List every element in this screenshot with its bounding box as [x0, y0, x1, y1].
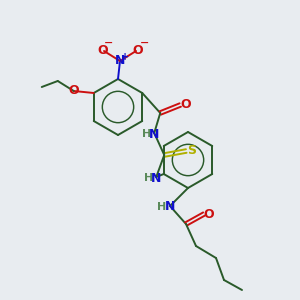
Text: H: H — [158, 202, 166, 212]
Text: H: H — [144, 173, 153, 183]
Text: N: N — [115, 55, 125, 68]
Text: O: O — [204, 208, 214, 220]
Text: N: N — [149, 128, 159, 140]
Text: O: O — [98, 44, 108, 56]
Text: O: O — [133, 44, 143, 56]
Text: +: + — [121, 52, 129, 62]
Text: N: N — [165, 200, 175, 214]
Text: S: S — [187, 145, 196, 158]
Text: O: O — [180, 98, 190, 112]
Text: −: − — [104, 38, 114, 48]
Text: H: H — [142, 129, 151, 139]
Text: N: N — [151, 172, 161, 184]
Text: O: O — [68, 85, 79, 98]
Text: −: − — [140, 38, 150, 48]
